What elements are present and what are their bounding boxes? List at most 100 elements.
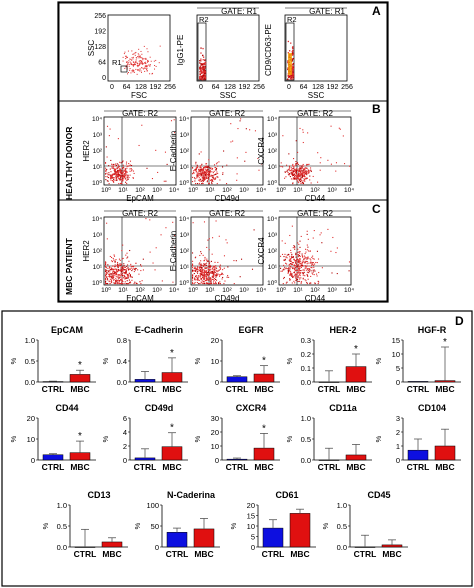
event-dot <box>208 269 210 271</box>
event-dot <box>201 264 203 266</box>
event-dot <box>195 161 197 163</box>
event-dot <box>203 167 206 169</box>
event-dot <box>115 163 117 165</box>
event-dot <box>132 65 134 67</box>
panel-c-box <box>58 199 388 302</box>
event-dot <box>146 68 148 70</box>
event-dot <box>114 179 116 181</box>
y-tick-label: 0.5 <box>301 435 311 444</box>
event-dot <box>201 268 203 270</box>
event-dot <box>308 272 310 274</box>
event-dot <box>201 273 203 275</box>
event-dot <box>125 269 127 271</box>
event-dot <box>195 183 197 185</box>
event-dot <box>290 249 292 251</box>
event-dot <box>193 283 195 285</box>
event-dot <box>198 283 200 285</box>
event-dot <box>198 177 200 179</box>
event-dot <box>202 75 205 77</box>
event-dot <box>290 78 293 80</box>
significance-mark: * <box>170 423 174 434</box>
event-dot <box>197 171 199 173</box>
event-dot <box>208 273 210 276</box>
event-dot <box>196 175 198 177</box>
chart-title: CD44 <box>55 403 78 413</box>
event-dot <box>123 269 126 271</box>
event-dot <box>141 60 143 62</box>
event-dot <box>200 60 202 62</box>
event-dot <box>202 173 204 175</box>
event-dot <box>305 267 307 269</box>
event-dot <box>115 283 117 285</box>
event-dot <box>206 171 209 173</box>
x-tick-label: 10² <box>135 187 145 194</box>
event-dot <box>288 168 290 170</box>
event-dot <box>158 62 160 64</box>
event-dot <box>199 65 202 67</box>
event-dot <box>173 119 175 121</box>
chart-title: CD45 <box>367 490 390 500</box>
event-dot <box>138 144 140 147</box>
event-dot <box>111 278 113 280</box>
event-dot <box>203 69 205 71</box>
event-dot <box>208 269 210 271</box>
event-dot <box>145 63 147 65</box>
event-dot <box>300 172 303 174</box>
event-dot <box>317 283 319 285</box>
bar-mbc <box>253 373 275 383</box>
event-dot <box>213 269 215 271</box>
event-dot <box>199 254 201 257</box>
event-dot <box>296 263 298 266</box>
event-dot <box>218 275 221 277</box>
event-dot <box>128 64 130 66</box>
event-dot <box>298 182 300 184</box>
event-dot <box>203 276 205 278</box>
event-dot <box>139 55 141 57</box>
event-dot <box>335 251 337 254</box>
event-dot <box>107 264 109 266</box>
event-dot <box>138 64 140 66</box>
x-tick-label: CTRL <box>407 462 430 472</box>
event-dot <box>145 64 147 66</box>
event-dot <box>115 278 117 280</box>
event-dot <box>294 178 296 180</box>
event-dot <box>291 76 293 78</box>
event-dot <box>135 57 137 59</box>
event-dot <box>118 166 120 168</box>
event-dot <box>312 257 314 260</box>
event-dot <box>297 242 299 244</box>
event-dot <box>117 171 119 174</box>
event-dot <box>127 50 129 52</box>
event-dot <box>206 275 208 277</box>
event-dot <box>145 65 147 67</box>
y-tick-label: 0 <box>396 456 400 465</box>
event-dot <box>226 183 228 185</box>
event-dot <box>239 276 241 278</box>
event-dot <box>208 265 210 267</box>
event-dot <box>126 283 128 285</box>
event-dot <box>199 62 201 64</box>
bar-ctrl <box>42 454 64 461</box>
event-dot <box>298 170 300 172</box>
event-dot <box>287 253 290 255</box>
event-dot <box>202 67 204 69</box>
event-dot <box>118 183 120 185</box>
event-dot <box>199 265 201 268</box>
panel-label-a: A <box>372 4 381 18</box>
event-dot <box>117 265 119 267</box>
event-dot <box>303 171 305 173</box>
event-dot <box>192 264 194 266</box>
event-dot <box>111 268 113 270</box>
event-dot <box>290 252 292 254</box>
event-dot <box>233 283 235 285</box>
event-dot <box>192 267 194 269</box>
event-dot <box>207 268 210 270</box>
event-dot <box>302 272 304 274</box>
y-tick-label: 30 <box>211 414 219 423</box>
event-dot <box>200 275 202 277</box>
event-dot <box>202 283 204 285</box>
event-dot <box>296 163 298 165</box>
event-dot <box>117 167 119 169</box>
